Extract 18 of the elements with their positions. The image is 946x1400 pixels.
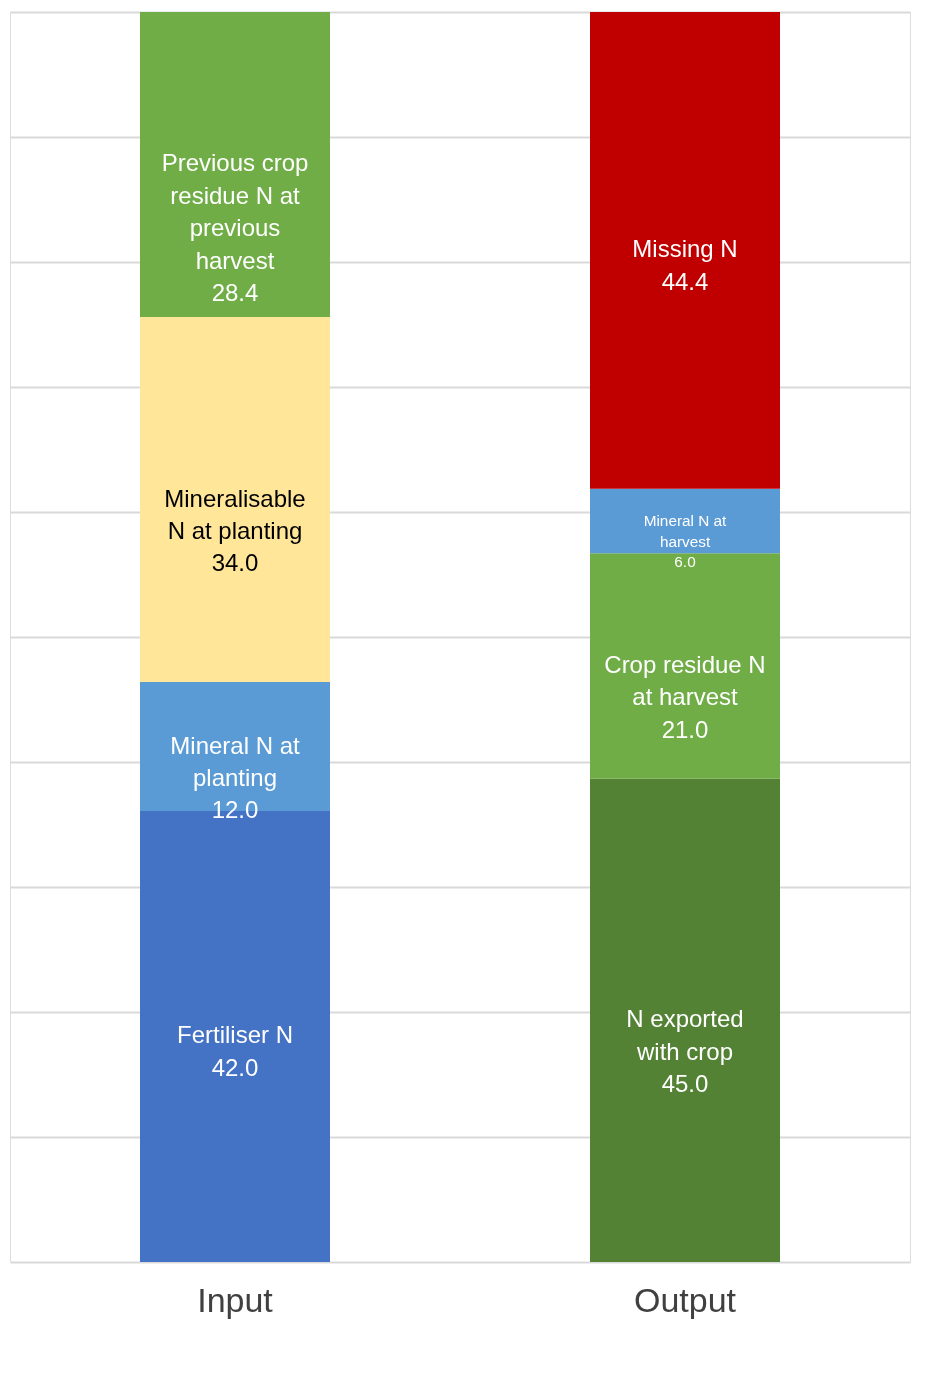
data-label: 42.0 (211, 1053, 259, 1081)
series-label: Mineralisable N at planting (164, 484, 306, 544)
series-label: Mineral N at planting (170, 731, 301, 791)
data-label: 44.4 (661, 267, 709, 295)
data-label: 6.0 (674, 553, 696, 571)
series-label: Mineral N at harvest (643, 512, 728, 550)
x-tick-label: Input (197, 1280, 274, 1319)
series-label: Missing N (632, 235, 738, 263)
data-label: 34.0 (211, 549, 259, 577)
data-label: 45.0 (661, 1070, 709, 1098)
series-label: Previous crop residue N at previous harvest (161, 149, 309, 274)
data-label: 12.0 (211, 796, 259, 824)
series-label: Fertiliser N (176, 1021, 294, 1049)
series-label: Crop residue N at harvest (604, 650, 766, 711)
series-label: N exported with crop (626, 1005, 744, 1065)
data-label: 21.0 (661, 715, 709, 743)
data-label: 28.4 (211, 279, 259, 307)
x-tick-label: Output (633, 1280, 737, 1319)
